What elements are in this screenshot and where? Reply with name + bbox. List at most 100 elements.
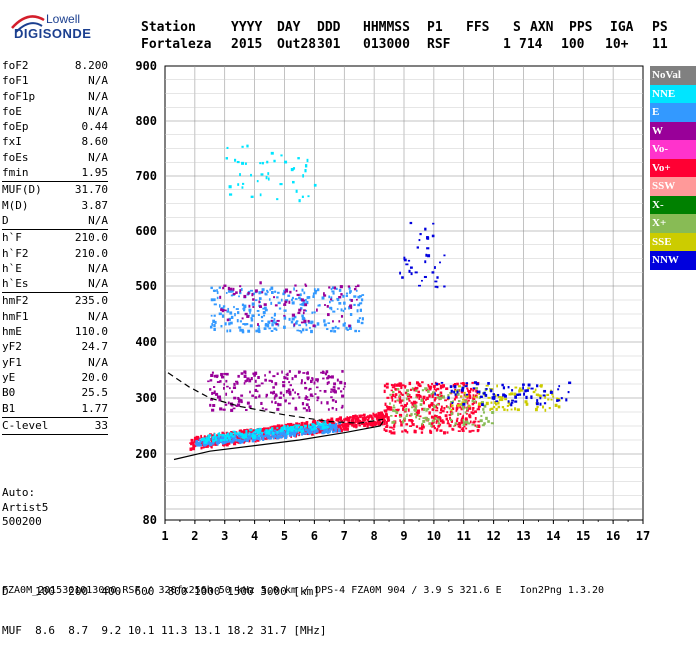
param-value: 210.0 bbox=[74, 246, 108, 260]
param-value: 1.77 bbox=[81, 401, 109, 415]
echo-point bbox=[298, 370, 301, 373]
param-name: foF2 bbox=[2, 59, 29, 72]
param-value: 210.0 bbox=[74, 231, 108, 245]
echo-point bbox=[380, 415, 383, 419]
echo-point bbox=[297, 433, 300, 436]
echo-point bbox=[340, 308, 343, 312]
echo-point bbox=[449, 416, 451, 420]
echo-point bbox=[217, 436, 221, 440]
echo-point bbox=[218, 312, 222, 316]
param-name: hmF1 bbox=[2, 309, 29, 323]
echo-point bbox=[352, 415, 354, 417]
echo-point bbox=[358, 302, 361, 305]
echo-point bbox=[495, 407, 498, 411]
echo-point bbox=[236, 440, 239, 442]
echo-point bbox=[275, 323, 279, 326]
echo-point bbox=[398, 390, 401, 394]
echo-point bbox=[250, 318, 254, 322]
echo-point bbox=[389, 426, 392, 429]
echo-point bbox=[476, 395, 478, 399]
echo-point bbox=[276, 319, 280, 322]
echo-point bbox=[454, 388, 457, 391]
echo-point bbox=[384, 414, 388, 418]
echo-point bbox=[246, 377, 250, 380]
echo-point bbox=[263, 429, 266, 432]
echo-point bbox=[478, 396, 481, 399]
echo-point bbox=[216, 289, 218, 292]
echo-point bbox=[258, 427, 262, 431]
echo-point bbox=[307, 406, 310, 409]
echo-point bbox=[278, 435, 281, 438]
echo-point bbox=[361, 414, 365, 417]
legend-vo: Vo- bbox=[650, 140, 696, 159]
echo-point bbox=[510, 403, 513, 407]
echo-point bbox=[406, 395, 410, 398]
echo-point bbox=[285, 424, 288, 428]
echo-point bbox=[409, 395, 413, 399]
echo-point bbox=[372, 412, 375, 415]
echo-point bbox=[494, 394, 497, 397]
param-foes: foEs N/A bbox=[2, 150, 108, 165]
echo-point bbox=[336, 418, 340, 422]
echo-point bbox=[494, 401, 497, 404]
echo-point bbox=[330, 391, 333, 393]
echo-point bbox=[258, 329, 261, 334]
echo-point bbox=[291, 301, 295, 305]
echo-point bbox=[425, 409, 428, 412]
echo-point bbox=[277, 402, 280, 407]
echo-point bbox=[300, 330, 303, 334]
echo-point bbox=[438, 383, 441, 386]
echo-point bbox=[407, 397, 410, 400]
echo-point bbox=[456, 404, 461, 407]
x-tick-label: 10 bbox=[427, 529, 441, 543]
echo-point bbox=[245, 438, 249, 443]
echo-point bbox=[455, 409, 458, 412]
echo-point bbox=[282, 433, 286, 436]
echo-point bbox=[304, 298, 307, 302]
echo-point bbox=[276, 427, 279, 429]
echo-point bbox=[513, 392, 517, 396]
echo-point bbox=[211, 323, 213, 326]
echo-point bbox=[518, 387, 522, 390]
echo-point bbox=[240, 288, 243, 292]
echo-point bbox=[367, 421, 370, 424]
echo-point bbox=[424, 399, 427, 401]
echo-point bbox=[274, 304, 278, 307]
echo-point bbox=[234, 432, 238, 435]
echo-point bbox=[419, 403, 423, 406]
echo-point bbox=[391, 426, 393, 429]
echo-point bbox=[339, 285, 343, 289]
echo-point bbox=[558, 385, 561, 388]
echo-point bbox=[526, 402, 529, 406]
echo-point bbox=[220, 436, 223, 439]
echo-point bbox=[287, 402, 291, 405]
echo-point bbox=[252, 293, 255, 296]
echo-point bbox=[282, 393, 285, 397]
header-value-5: RSF bbox=[427, 37, 451, 52]
echo-point bbox=[297, 311, 301, 315]
echo-point bbox=[240, 435, 243, 438]
echo-point bbox=[518, 389, 521, 393]
echo-point bbox=[257, 313, 260, 317]
echo-point bbox=[425, 253, 428, 257]
echo-point bbox=[221, 433, 225, 437]
echo-point bbox=[235, 404, 238, 407]
echo-point bbox=[304, 396, 308, 400]
echo-point bbox=[233, 382, 236, 386]
echo-point bbox=[226, 146, 229, 150]
echo-point bbox=[228, 435, 230, 440]
echo-point bbox=[254, 371, 258, 375]
echo-point bbox=[209, 403, 212, 407]
echo-point bbox=[482, 408, 485, 411]
echo-point bbox=[326, 401, 329, 405]
echo-point bbox=[516, 408, 520, 412]
echo-point bbox=[278, 307, 282, 310]
echo-point bbox=[342, 387, 345, 390]
echo-point bbox=[350, 298, 353, 302]
param-fof1p: foF1p N/A bbox=[2, 89, 108, 104]
echo-point bbox=[251, 294, 254, 297]
param-name: B0 bbox=[2, 386, 16, 400]
echo-point bbox=[525, 395, 528, 400]
echo-point bbox=[314, 393, 317, 395]
echo-point bbox=[394, 396, 397, 399]
